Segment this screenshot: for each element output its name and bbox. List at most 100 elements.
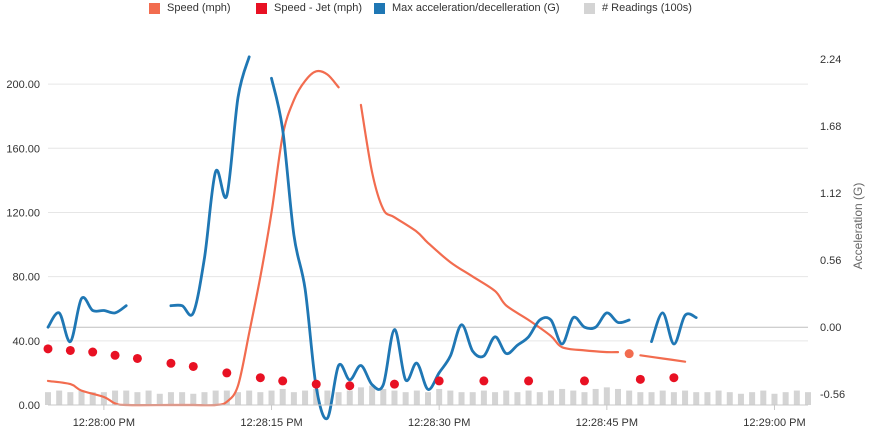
speed-jet-point bbox=[132, 353, 142, 363]
readings-bar bbox=[257, 392, 264, 405]
readings-bar bbox=[447, 390, 454, 405]
readings-bar bbox=[425, 392, 431, 405]
readings-bar bbox=[793, 390, 800, 405]
readings-bar bbox=[514, 392, 521, 405]
readings-bar bbox=[268, 390, 275, 405]
y-right-tick-label: 2.24 bbox=[820, 54, 841, 66]
readings-bar bbox=[179, 392, 186, 405]
readings-bar bbox=[659, 390, 666, 405]
speed-line bbox=[46, 69, 340, 407]
readings-bar bbox=[603, 387, 610, 405]
readings-bar bbox=[67, 392, 74, 405]
legend-swatch-speed-jet bbox=[256, 2, 267, 14]
readings-bar bbox=[279, 388, 286, 405]
speed-jet-point bbox=[479, 376, 489, 386]
legend-item-speed[interactable]: Speed (mph) bbox=[149, 2, 231, 14]
readings-bar bbox=[313, 388, 320, 405]
legend-item-max-accel[interactable]: Max acceleration/decelleration (G) bbox=[374, 2, 560, 14]
readings-bar bbox=[436, 388, 443, 405]
readings-bar bbox=[726, 392, 733, 405]
readings-bar bbox=[56, 390, 63, 405]
readings-bar bbox=[547, 390, 554, 405]
readings-bar bbox=[469, 392, 476, 405]
y-left-tick-label: 40.00 bbox=[12, 336, 40, 348]
speed-jet-point bbox=[311, 379, 321, 389]
y-left-tick-label: 0.00 bbox=[19, 400, 40, 412]
readings-bar bbox=[503, 390, 510, 405]
axes: 0.00 40.00 80.00 120.00 160.00 200.00 -0.56 0.0… bbox=[6, 54, 845, 429]
readings-bar bbox=[648, 392, 655, 405]
readings-bar bbox=[581, 392, 588, 405]
y-right-tick-label: 0.00 bbox=[820, 322, 841, 334]
y-right-tick-label: 1.68 bbox=[820, 121, 841, 133]
speed-jet-point bbox=[110, 350, 120, 360]
readings-bar bbox=[302, 390, 309, 405]
readings-bar bbox=[369, 385, 376, 405]
legend-swatch-readings bbox=[584, 2, 595, 14]
max-acceleration-line bbox=[169, 55, 251, 317]
max-acceleration-line bbox=[46, 296, 128, 344]
readings-bar bbox=[536, 392, 543, 405]
readings-bar bbox=[737, 393, 744, 405]
readings-bar bbox=[134, 392, 141, 405]
speed-jet-point bbox=[669, 373, 679, 383]
readings-bar bbox=[380, 388, 387, 405]
x-tick-label: 12:28:15 PM bbox=[240, 417, 302, 429]
legend-item-readings[interactable]: # Readings (100s) bbox=[584, 2, 692, 14]
legend-label-readings: # Readings (100s) bbox=[602, 2, 692, 14]
speed-jet-point bbox=[255, 373, 265, 383]
speed-jet-point bbox=[635, 374, 645, 384]
speed-jet-point bbox=[389, 379, 399, 389]
readings-bar bbox=[715, 390, 722, 405]
x-tick-label: 12:28:45 PM bbox=[576, 417, 638, 429]
x-tick-label: 12:28:00 PM bbox=[73, 417, 135, 429]
speed-line bbox=[639, 354, 687, 363]
readings-bar bbox=[693, 392, 700, 405]
readings-bar bbox=[559, 388, 566, 405]
legend-label-speed: Speed (mph) bbox=[167, 2, 231, 14]
jet-speed-dots bbox=[43, 344, 679, 391]
readings-bar bbox=[480, 390, 487, 405]
readings-bar bbox=[492, 392, 499, 405]
readings-bar bbox=[682, 390, 689, 405]
speed-jet-point bbox=[278, 376, 288, 386]
readings-bar bbox=[592, 388, 599, 405]
speed-line bbox=[359, 103, 620, 354]
readings-bar bbox=[212, 390, 219, 405]
y-right-tick-label: -0.56 bbox=[820, 389, 845, 401]
readings-bar bbox=[335, 392, 342, 405]
speed-jet-point bbox=[524, 376, 534, 386]
readings-bar bbox=[190, 393, 197, 405]
max-acceleration-line bbox=[650, 311, 698, 346]
y-left-tick-label: 80.00 bbox=[12, 272, 40, 284]
y-left-tick-label: 160.00 bbox=[6, 143, 40, 155]
legend-item-speed-jet[interactable]: Speed - Jet (mph) bbox=[256, 2, 362, 14]
readings-bar bbox=[235, 392, 241, 405]
y-left-tick-label: 200.00 bbox=[6, 79, 40, 91]
readings-bars bbox=[45, 385, 811, 405]
readings-bar bbox=[89, 392, 96, 405]
readings-bar bbox=[346, 390, 353, 405]
max-acceleration-line bbox=[270, 76, 631, 421]
readings-bar bbox=[145, 390, 152, 405]
readings-bar bbox=[626, 390, 633, 405]
legend-label-speed-jet: Speed - Jet (mph) bbox=[274, 2, 363, 14]
legend-swatch-speed bbox=[149, 2, 160, 14]
legend-swatch-max-accel bbox=[374, 2, 385, 14]
series-lines bbox=[46, 55, 698, 421]
readings-bar bbox=[100, 392, 107, 405]
readings-bar bbox=[78, 390, 85, 405]
readings-bar bbox=[156, 393, 163, 405]
speed-jet-point bbox=[88, 347, 98, 357]
readings-bar bbox=[805, 392, 811, 405]
x-tick-label: 12:29:00 PM bbox=[743, 417, 805, 429]
readings-bar bbox=[413, 390, 420, 405]
speed-jet-point bbox=[43, 344, 53, 354]
right-axis-title: Acceleration (G) bbox=[851, 183, 865, 270]
y-right-tick-label: 0.56 bbox=[820, 255, 841, 267]
readings-bar bbox=[167, 392, 174, 405]
speed-jet-point bbox=[65, 345, 75, 355]
readings-bar bbox=[749, 392, 756, 405]
speed-jet-point bbox=[345, 381, 355, 391]
